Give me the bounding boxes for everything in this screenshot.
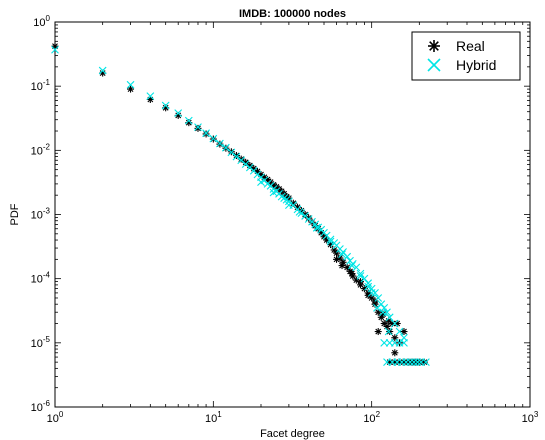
hybrid-data-point <box>400 338 408 347</box>
hybrid-data-point <box>215 139 224 148</box>
x-tick-label: 103 <box>522 410 539 425</box>
hybrid-data-point <box>364 282 373 291</box>
legend-label-real: Real <box>456 38 485 54</box>
hybrid-data-point <box>395 327 404 336</box>
hybrid-data-point <box>356 272 365 280</box>
hybrid-data-point <box>380 338 389 347</box>
hybrid-data-point <box>184 116 193 125</box>
real-data-point <box>356 278 364 286</box>
hybrid-data-point <box>356 269 365 278</box>
hybrid-data-point <box>202 129 210 138</box>
data-points <box>51 42 430 367</box>
hybrid-data-point <box>326 237 335 246</box>
hybrid-data-point <box>338 250 346 259</box>
legend-marker-hybrid <box>427 58 441 72</box>
hybrid-data-point <box>126 80 135 89</box>
hybrid-data-point <box>284 201 293 210</box>
hybrid-data-point <box>360 274 369 283</box>
hybrid-data-point <box>295 207 304 216</box>
y-tick-label: 10-5 <box>31 335 51 350</box>
y-tick-label: 10-4 <box>31 271 51 286</box>
real-data-point <box>333 249 341 257</box>
legend-marker-real <box>428 40 440 52</box>
hybrid-data-point <box>384 327 393 336</box>
hybrid-data-point <box>51 45 59 54</box>
real-data-point <box>253 167 261 175</box>
legend-box <box>411 31 521 81</box>
hybrid-data-point <box>352 263 361 272</box>
real-data-point <box>146 95 154 103</box>
hybrid-data-point <box>406 358 415 367</box>
y-tick-label: 10-2 <box>31 142 51 157</box>
hybrid-data-point <box>371 289 379 297</box>
plot-area <box>55 22 530 407</box>
hybrid-data-point <box>257 178 265 186</box>
x-tick-label: 102 <box>363 410 380 425</box>
legend-label-hybrid: Hybrid <box>456 57 496 73</box>
hybrid-data-point <box>98 66 107 75</box>
real-data-point <box>391 349 399 357</box>
hybrid-data-point <box>364 279 373 288</box>
hybrid-data-point <box>410 358 418 367</box>
axes: 100 101 102 103 100 10-1 10-2 10-3 10-4 10-5 10-6 <box>31 14 539 425</box>
y-axis-label: PDF <box>9 203 21 225</box>
hybrid-data-point <box>312 223 321 232</box>
hybrid-data-point <box>373 304 381 312</box>
hybrid-data-point <box>209 134 218 143</box>
hybrid-data-point <box>374 294 383 302</box>
hybrid-data-point <box>347 261 356 270</box>
plot-frame <box>54 21 531 408</box>
x-axis-label: Facet degree <box>260 428 325 440</box>
real-data-point <box>348 270 356 278</box>
y-tick-label: 100 <box>33 14 50 29</box>
hybrid-data-point <box>367 289 376 297</box>
hybrid-data-point <box>174 109 183 118</box>
hybrid-data-point <box>221 143 230 152</box>
x-tick-label: 101 <box>205 410 222 425</box>
hybrid-data-point <box>269 188 278 197</box>
hybrid-data-point <box>380 304 389 312</box>
legend: Real Hybrid <box>411 31 521 81</box>
real-data-point <box>127 85 135 93</box>
y-tick-label: 10-1 <box>31 78 51 93</box>
real-data-point <box>420 358 428 366</box>
hybrid-data-point <box>379 308 387 317</box>
real-data-point <box>51 42 59 50</box>
hybrid-data-point <box>146 92 155 100</box>
chart-title: IMDB: 100000 nodes <box>239 8 346 20</box>
real-data-point <box>338 262 346 270</box>
real-data-point <box>333 255 341 263</box>
hybrid-data-point <box>413 358 422 367</box>
x-tick-label: 100 <box>47 410 64 425</box>
real-data-point <box>400 328 408 336</box>
hybrid-data-point <box>343 252 352 261</box>
y-tick-label: 10-3 <box>31 207 51 222</box>
y-tick-label: 10-6 <box>31 399 51 414</box>
real-data-point <box>364 291 372 299</box>
hybrid-data-point <box>194 123 202 132</box>
real-data-point <box>374 328 382 336</box>
real-data-point <box>194 124 202 132</box>
hybrid-data-point <box>232 152 241 161</box>
hybrid-data-point <box>421 358 430 367</box>
hybrid-data-point <box>390 319 399 328</box>
hybrid-data-point <box>161 101 170 110</box>
series-hybrid <box>51 45 430 367</box>
plot-background <box>55 22 530 407</box>
hybrid-data-point <box>227 148 236 157</box>
hybrid-data-point <box>385 313 394 322</box>
real-data-point <box>386 328 394 336</box>
real-data-point <box>339 258 347 266</box>
